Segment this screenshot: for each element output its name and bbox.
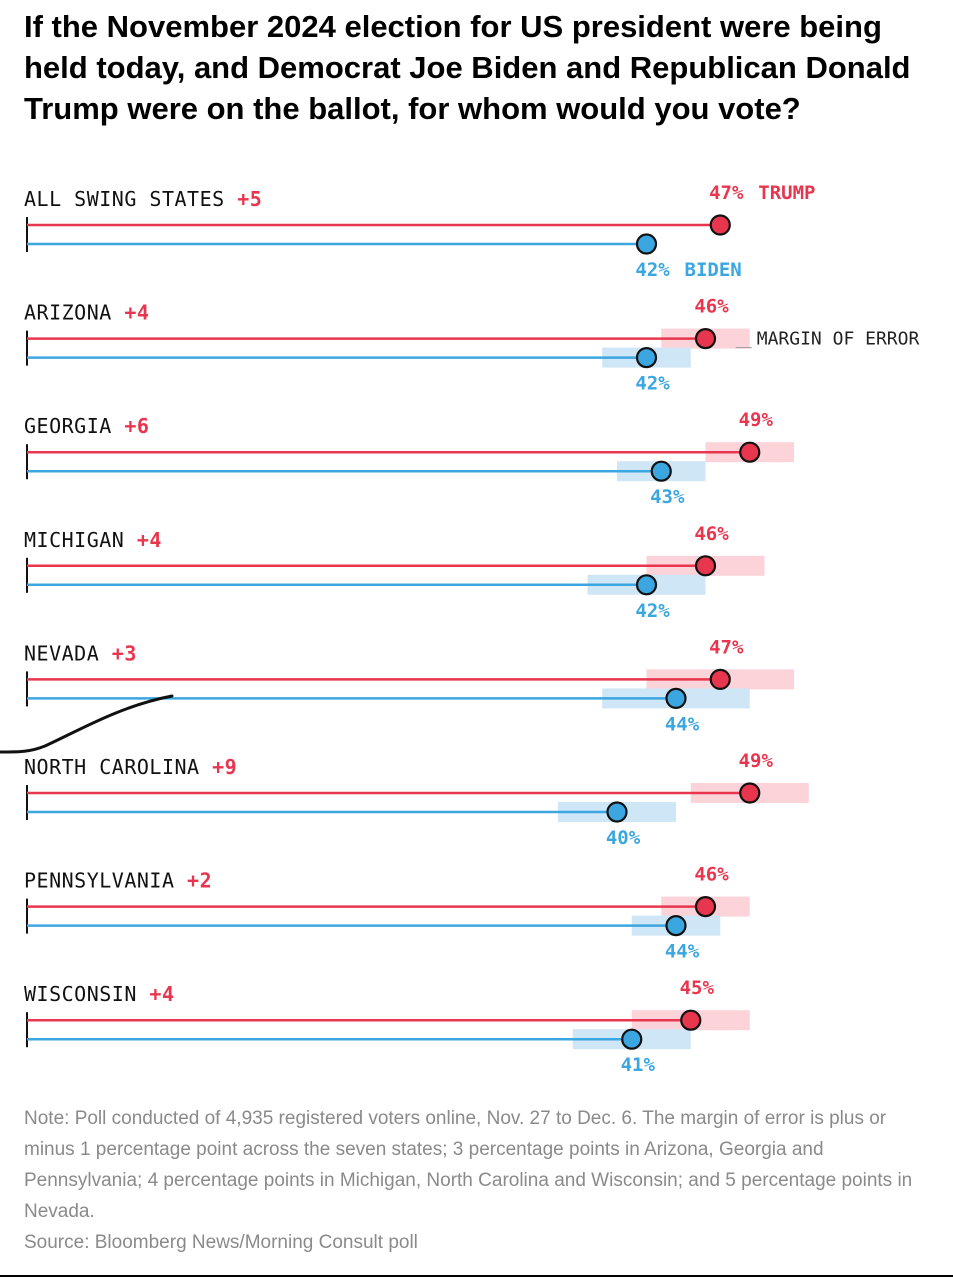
trump-value-label: 45% (680, 977, 715, 999)
source-text: Source: Bloomberg News/Morning Consult p… (24, 1232, 418, 1253)
trump-value-label: 47% (709, 636, 744, 658)
trump-dot (739, 441, 761, 463)
biden-dot (635, 233, 658, 255)
handdrawn-pen-stroke (0, 694, 174, 754)
trump-dot (694, 328, 717, 350)
biden-legend-label: BIDEN (685, 259, 742, 281)
note-text: Note: Poll conducted of 4,935 registered… (24, 1108, 913, 1222)
trump-value-label: 47% (709, 182, 744, 204)
biden-value-label: 43% (650, 486, 685, 508)
row-label-north-carolina: NORTH CAROLINA +9 (24, 755, 237, 779)
biden-dot (606, 801, 628, 823)
row-label-michigan: MICHIGAN +4 (24, 528, 162, 552)
bottom-divider (0, 1275, 953, 1277)
biden-dot (650, 460, 672, 482)
biden-value-label: 41% (621, 1054, 656, 1076)
trump-dot (680, 1009, 702, 1031)
biden-dot (665, 687, 687, 710)
biden-dot (635, 574, 658, 596)
biden-value-label: 40% (606, 827, 641, 849)
trump-value-label: 49% (739, 409, 774, 431)
biden-value-label: 44% (665, 941, 700, 963)
trump-dot (694, 895, 717, 918)
biden-value-label: 42% (635, 259, 670, 281)
biden-dot (621, 1028, 643, 1050)
row-label-arizona: ARIZONA +4 (24, 301, 149, 325)
trump-value-label: 46% (694, 523, 729, 545)
biden-dot (635, 347, 658, 369)
trump-value-label: 49% (739, 750, 774, 772)
trump-dot (694, 555, 717, 577)
row-label-all-swing-states: ALL SWING STATES +5 (24, 187, 262, 211)
margin-of-error-annotation: MARGIN OF ERROR (757, 329, 920, 350)
trump-value-label: 46% (694, 296, 729, 318)
trump-dot (709, 668, 731, 691)
biden-dot (665, 914, 687, 937)
trump-value-label: 46% (694, 864, 729, 886)
trump-dot (709, 214, 731, 236)
trump-legend-label: TRUMP (758, 182, 815, 204)
biden-value-label: 42% (635, 373, 670, 395)
biden-value-label: 42% (635, 600, 670, 622)
chart-footnote: Note: Poll conducted of 4,935 registered… (24, 1103, 936, 1258)
row-label-georgia: GEORGIA +6 (24, 414, 149, 438)
row-label-nevada: NEVADA +3 (24, 641, 137, 665)
trump-dot (739, 782, 761, 804)
row-label-pennsylvania: PENNSYLVANIA +2 (24, 869, 212, 893)
chart-title: If the November 2024 election for US pre… (24, 9, 911, 126)
biden-value-label: 44% (665, 713, 700, 735)
row-label-wisconsin: WISCONSIN +4 (24, 982, 175, 1006)
